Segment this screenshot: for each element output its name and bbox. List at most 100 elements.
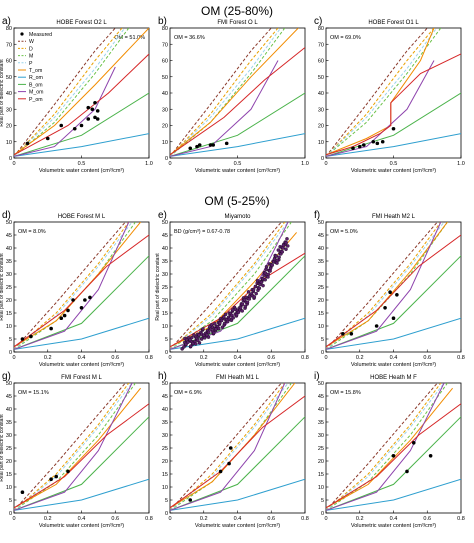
legend-label: M_om <box>29 90 43 96</box>
measured-point <box>286 244 290 248</box>
measured-point <box>220 325 225 329</box>
y-tick-label: 20 <box>6 124 12 130</box>
y-axis: 0 10 20 30 40 50 60 70 80 Real part of dielectric… <box>0 26 17 162</box>
series-lines <box>170 28 305 157</box>
y-axis: 0 5 10 15 20 25 30 35 40 45 50 Real part of dielect… <box>0 220 17 356</box>
x-tick-label: 0.5 <box>234 161 242 167</box>
series-line-m <box>170 28 286 157</box>
y-tick-label: 30 <box>6 272 12 278</box>
panel-label: e) <box>158 210 167 221</box>
x-axis-label: Volumetric water content (cm³/cm³) <box>195 523 280 529</box>
measured-point <box>86 105 91 110</box>
legend-label: Measured <box>29 32 52 38</box>
measured-point <box>231 316 235 320</box>
measured-point <box>240 302 245 307</box>
y-tick-label: 30 <box>6 433 12 439</box>
series-line-p-om <box>14 403 149 509</box>
measured-point <box>79 306 84 310</box>
x-tick-label: 0.4 <box>234 516 242 522</box>
y-tick-label: 50 <box>162 381 168 387</box>
x-tick-label: 1.0 <box>145 161 153 167</box>
om-annotation: OM = 15.8% <box>330 390 361 396</box>
x-tick-label: 0.2 <box>44 516 52 522</box>
measured-point <box>228 446 233 450</box>
measured-point <box>93 115 97 120</box>
y-tick-label: 30 <box>162 433 168 439</box>
y-tick-label: 50 <box>6 75 12 81</box>
y-tick-label: 45 <box>318 233 324 239</box>
x-axis: 0 0.2 0.4 0.6 0.8 Volumetric water content (c… <box>324 349 465 368</box>
chart-title: FMI Heath M2 L <box>372 214 416 220</box>
y-tick-label: 15 <box>162 311 168 317</box>
x-tick-label: 0.6 <box>423 355 431 361</box>
measured-point <box>259 280 264 285</box>
measured-point <box>284 247 288 251</box>
x-axis-label: Volumetric water content (cm³/cm³) <box>351 168 436 174</box>
measured-point <box>229 318 234 323</box>
x-tick-label: 0.8 <box>457 516 465 522</box>
y-tick-label: 50 <box>6 220 12 226</box>
series-line-w <box>14 222 126 350</box>
measured-point <box>219 318 224 323</box>
series-line-r-om <box>170 478 305 511</box>
panel-label: g) <box>2 371 11 382</box>
y-tick-label: 40 <box>318 407 324 413</box>
measured-point <box>59 123 64 128</box>
measured-point <box>95 117 100 121</box>
x-axis: 0 0.2 0.4 0.6 0.8 Volumetric water content (c… <box>168 349 309 368</box>
legend-label: W <box>29 39 34 45</box>
x-tick-label: 0.5 <box>390 161 398 167</box>
y-tick-label: 10 <box>6 485 12 491</box>
y-tick-label: 80 <box>318 26 324 32</box>
measured-point <box>280 250 285 254</box>
chart-title: Miyamoto <box>224 214 251 220</box>
legend-label: P_om <box>29 97 43 103</box>
chart-panel: e) Miyamoto BD (g/cm³) = 0.67-0.78 0 5 10 15 20… <box>155 210 309 368</box>
series-line-p <box>326 383 445 511</box>
series-line-w <box>326 222 438 350</box>
om-annotation: OM = 5.0% <box>330 229 358 235</box>
series-line-b-om <box>326 255 461 350</box>
measured-point <box>254 291 258 296</box>
y-tick-label: 50 <box>318 220 324 226</box>
y-tick-label: 45 <box>6 233 12 239</box>
measured-point <box>411 441 416 445</box>
measured-point <box>62 313 67 318</box>
measured-point <box>229 313 234 318</box>
chart-panel: h) FMI Heath M1 L OM = 6.9% 0 5 10 15 20 25 30 35 4… <box>158 371 309 529</box>
y-tick-label: 45 <box>162 233 168 239</box>
series-line-r-om <box>14 133 149 157</box>
plot-frame <box>13 382 150 514</box>
y-tick-label: 10 <box>162 485 168 491</box>
y-tick-label: 20 <box>162 298 168 304</box>
y-tick-label: 40 <box>318 91 324 97</box>
y-axis-label: Real part of dielectric constant <box>155 253 161 321</box>
measured-point <box>66 308 70 313</box>
x-tick-label: 0 <box>168 355 171 361</box>
y-tick-label: 45 <box>162 394 168 400</box>
measured-point <box>49 477 53 482</box>
measured-point <box>66 469 70 474</box>
y-tick-label: 0 <box>165 350 168 356</box>
y-tick-label: 70 <box>162 42 168 48</box>
y-axis-label: Real part of dielectric constant <box>0 414 5 482</box>
panel-label: i) <box>314 371 320 382</box>
y-tick-label: 0 <box>9 156 12 162</box>
y-tick-label: 30 <box>6 107 12 113</box>
x-tick-label: 1.0 <box>301 161 309 167</box>
series-line-m <box>326 28 442 157</box>
measured-point <box>20 490 25 495</box>
measured-point <box>362 143 366 147</box>
om-annotation: OM = 51.0% <box>114 35 145 41</box>
series-line-d <box>326 28 435 157</box>
x-axis-label: Volumetric water content (cm³/cm³) <box>195 168 280 174</box>
y-tick-label: 50 <box>162 75 168 81</box>
y-tick-label: 20 <box>6 459 12 465</box>
y-axis: 0 5 10 15 20 25 30 35 40 45 50 Real part of dielect… <box>0 381 17 517</box>
measured-point <box>243 304 248 309</box>
panels: a) HOBE Forest O2 LOM = 51.0%010203040506… <box>0 16 465 529</box>
series-line-p-om <box>326 403 461 509</box>
x-tick-label: 0 <box>168 516 171 522</box>
